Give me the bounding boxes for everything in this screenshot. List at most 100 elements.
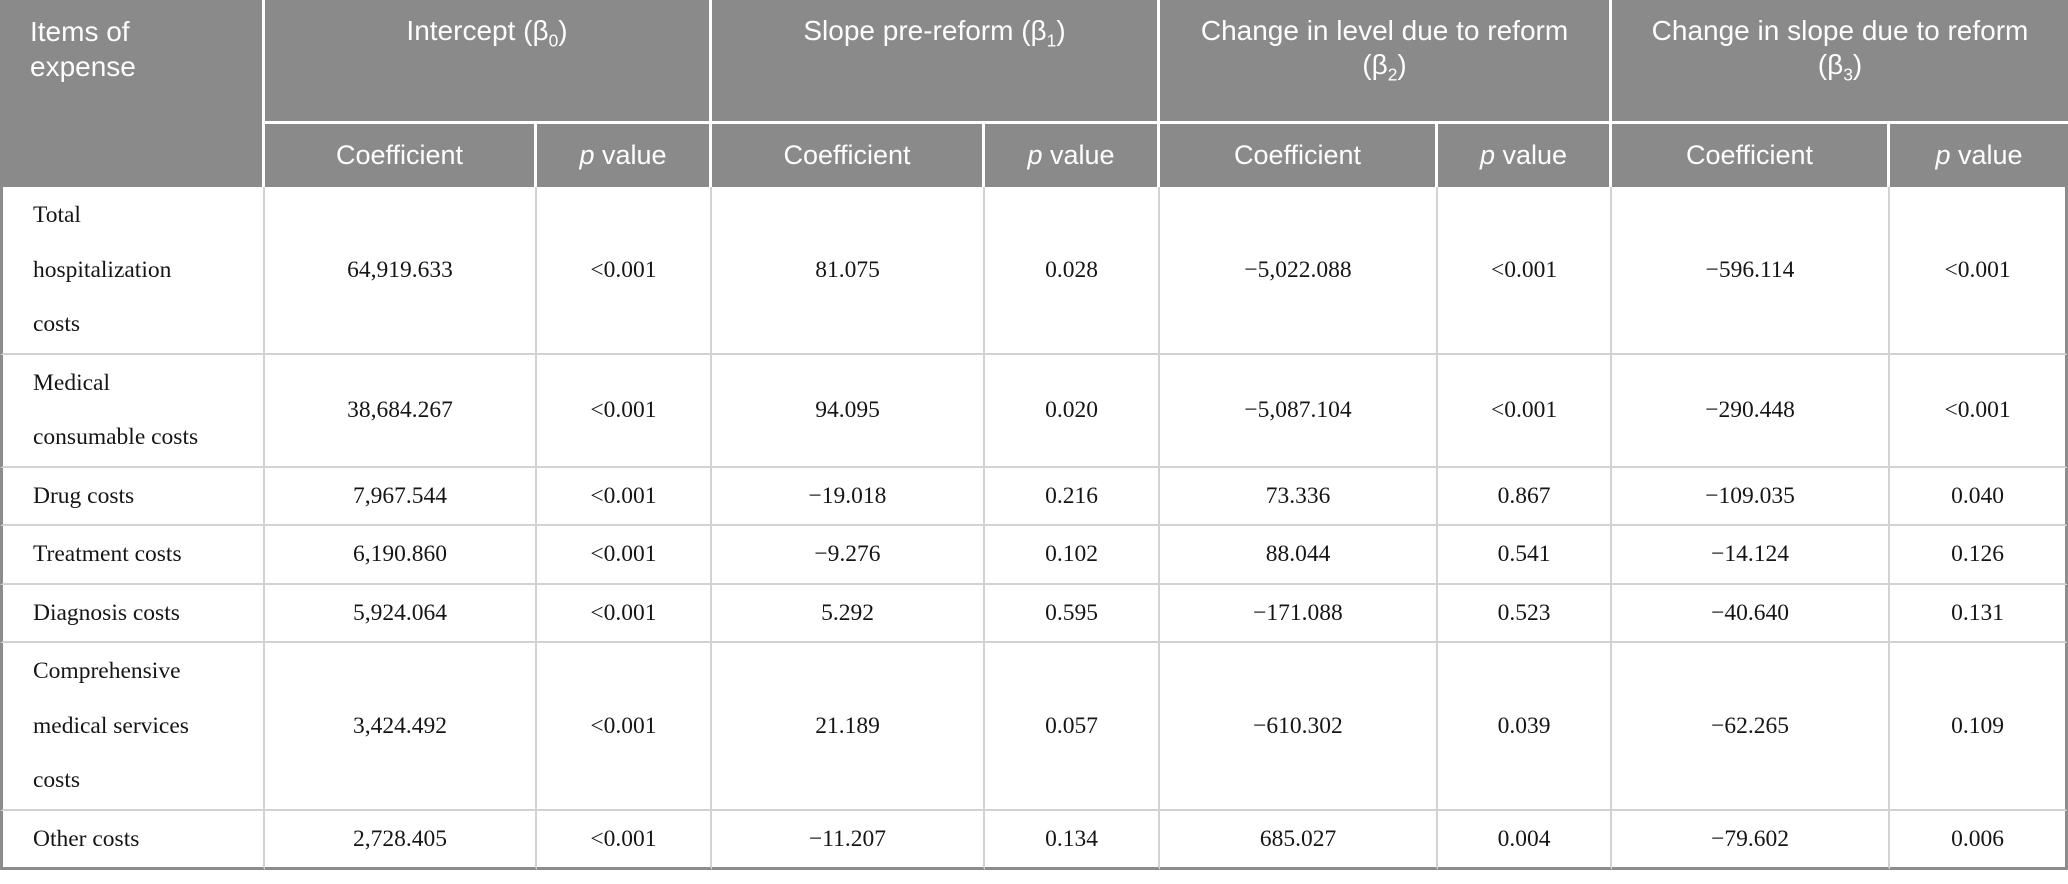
col-subheader-p-value: p value	[1438, 124, 1613, 187]
table-row: Medical consumable costs 38,684.267 <0.0…	[0, 354, 2068, 468]
value-cell: <0.001	[537, 584, 712, 644]
row-label-cell: Other costs	[0, 810, 265, 871]
row-label-cell: Medical consumable costs	[0, 354, 265, 468]
p-symbol: p	[579, 140, 595, 170]
col-subheader-coefficient: Coefficient	[712, 124, 985, 187]
value-cell: −9.276	[712, 526, 985, 585]
value-cell: 88.044	[1160, 526, 1438, 585]
value-cell: 64,919.633	[265, 187, 537, 355]
p-symbol: p	[1027, 140, 1043, 170]
table-row: Diagnosis costs 5,924.064 <0.001 5.292 0…	[0, 584, 2068, 644]
value-cell: −19.018	[712, 467, 985, 527]
value-cell: 0.020	[985, 354, 1160, 468]
value-cell: <0.001	[537, 354, 712, 468]
row-label-cell: Comprehensive medical services costs	[0, 643, 265, 811]
value-cell: 0.102	[985, 526, 1160, 585]
p-value-label: value	[1494, 140, 1568, 170]
table-row: Other costs 2,728.405 <0.001 −11.207 0.1…	[0, 810, 2068, 871]
col-group-change-in-slope: Change in slope due to reform (β3)	[1612, 0, 2068, 124]
p-symbol: p	[1935, 140, 1951, 170]
value-cell: 0.039	[1438, 643, 1613, 811]
value-cell: <0.001	[1438, 354, 1613, 468]
value-cell: −596.114	[1612, 187, 1891, 355]
value-cell: 0.867	[1438, 467, 1613, 527]
col-subheader-coefficient: Coefficient	[1612, 124, 1891, 187]
value-cell: −290.448	[1612, 354, 1891, 468]
col-group-slope-pre-reform: Slope pre-reform (β1)	[712, 0, 1160, 124]
value-cell: −109.035	[1612, 467, 1891, 527]
value-cell: −610.302	[1160, 643, 1438, 811]
header-sub-row: Coefficient p value Coefficient p value …	[0, 124, 2068, 187]
group-title-close: )	[1852, 49, 1863, 81]
value-cell: <0.001	[537, 526, 712, 585]
beta-subscript: 2	[1387, 64, 1398, 85]
p-value-label: value	[1950, 140, 2023, 170]
row-label-cell: Drug costs	[0, 467, 265, 527]
table-row: Treatment costs 6,190.860 <0.001 −9.276 …	[0, 526, 2068, 585]
group-title-text: Change in level due to reform (β	[1200, 15, 1569, 81]
value-cell: <0.001	[537, 467, 712, 527]
table-row: Total hospitalization costs 64,919.633 <…	[0, 187, 2068, 355]
value-cell: 0.057	[985, 643, 1160, 811]
row-label-cell: Diagnosis costs	[0, 584, 265, 644]
col-header-items-of-expense: Items of expense	[0, 0, 265, 187]
value-cell: 685.027	[1160, 810, 1438, 871]
value-cell: 3,424.492	[265, 643, 537, 811]
value-cell: <0.001	[537, 187, 712, 355]
row-label-cell: Treatment costs	[0, 526, 265, 585]
col-subheader-p-value: p value	[537, 124, 712, 187]
group-title-text: Slope pre-reform (β	[803, 15, 1047, 46]
value-cell: 7,967.544	[265, 467, 537, 527]
table-header: Items of expense Intercept (β0) Slope pr…	[0, 0, 2068, 187]
p-value-label: value	[594, 140, 667, 170]
group-title-text: Change in slope due to reform (β	[1651, 15, 2029, 81]
col-subheader-coefficient: Coefficient	[1160, 124, 1438, 187]
value-cell: 0.109	[1890, 643, 2068, 811]
value-cell: 21.189	[712, 643, 985, 811]
value-cell: 5.292	[712, 584, 985, 644]
value-cell: −79.602	[1612, 810, 1891, 871]
group-title-close: )	[1397, 49, 1407, 81]
value-cell: <0.001	[537, 810, 712, 871]
group-title-text: Intercept (β	[406, 15, 549, 46]
value-cell: −5,022.088	[1160, 187, 1438, 355]
p-value-label: value	[1042, 140, 1115, 170]
value-cell: <0.001	[1890, 354, 2068, 468]
value-cell: 6,190.860	[265, 526, 537, 585]
col-subheader-p-value: p value	[985, 124, 1160, 187]
value-cell: −11.207	[712, 810, 985, 871]
value-cell: 2,728.405	[265, 810, 537, 871]
table-row: Comprehensive medical services costs 3,4…	[0, 643, 2068, 811]
value-cell: 0.004	[1438, 810, 1613, 871]
value-cell: 0.134	[985, 810, 1160, 871]
value-cell: <0.001	[1438, 187, 1613, 355]
value-cell: 0.131	[1890, 584, 2068, 644]
value-cell: 5,924.064	[265, 584, 537, 644]
beta-subscript: 3	[1843, 64, 1853, 85]
col-group-intercept: Intercept (β0)	[265, 0, 712, 124]
value-cell: 38,684.267	[265, 354, 537, 468]
value-cell: <0.001	[1890, 187, 2068, 355]
value-cell: 94.095	[712, 354, 985, 468]
col-group-change-in-level: Change in level due to reform (β2)	[1160, 0, 1613, 124]
p-symbol: p	[1479, 140, 1495, 170]
table-body: Total hospitalization costs 64,919.633 <…	[0, 187, 2068, 871]
value-cell: −14.124	[1612, 526, 1891, 585]
value-cell: <0.001	[537, 643, 712, 811]
value-cell: 0.006	[1890, 810, 2068, 871]
beta-subscript: 0	[548, 30, 559, 51]
value-cell: 0.541	[1438, 526, 1613, 585]
value-cell: −62.265	[1612, 643, 1891, 811]
value-cell: 0.523	[1438, 584, 1613, 644]
beta-subscript: 1	[1046, 30, 1057, 51]
value-cell: −171.088	[1160, 584, 1438, 644]
value-cell: 0.028	[985, 187, 1160, 355]
header-group-row: Items of expense Intercept (β0) Slope pr…	[0, 0, 2068, 187]
value-cell: 0.216	[985, 467, 1160, 527]
col-subheader-coefficient: Coefficient	[265, 124, 537, 187]
value-cell: 0.126	[1890, 526, 2068, 585]
value-cell: −40.640	[1612, 584, 1891, 644]
table-row: Drug costs 7,967.544 <0.001 −19.018 0.21…	[0, 467, 2068, 527]
value-cell: −5,087.104	[1160, 354, 1438, 468]
